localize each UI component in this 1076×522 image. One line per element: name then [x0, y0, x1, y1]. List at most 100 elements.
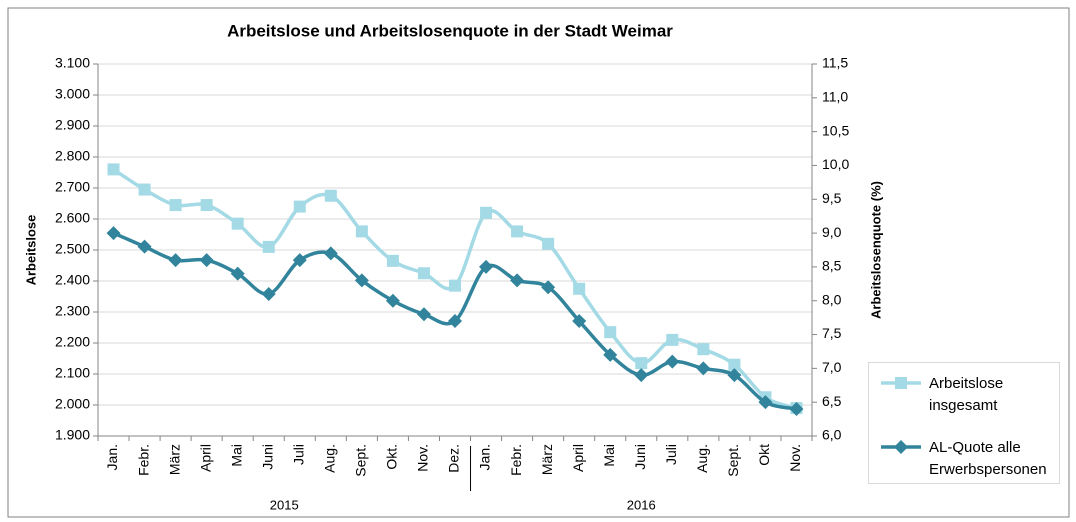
y-tick-label: 3.100	[55, 55, 90, 71]
y2-axis-title: Arbeitslosenquote (%)	[868, 181, 883, 319]
y2-tick-label: 10,5	[822, 122, 849, 138]
marker	[448, 314, 462, 329]
marker	[199, 253, 214, 268]
marker	[789, 401, 804, 416]
marker	[666, 333, 679, 346]
marker	[355, 225, 368, 238]
marker	[168, 253, 183, 268]
y2-tick-label: 7,5	[822, 325, 842, 341]
x-tick-label: Sept.	[725, 444, 741, 477]
marker	[510, 273, 525, 288]
legend-key	[881, 440, 921, 454]
marker	[758, 395, 773, 410]
y2-tick-label: 9,0	[822, 224, 842, 240]
x-tick-label: Febr.	[135, 444, 151, 476]
x-tick-label: Jan.	[477, 444, 493, 470]
x-group-label: 2015	[270, 497, 299, 512]
x-tick-label: April	[197, 444, 213, 472]
marker	[603, 347, 618, 362]
marker	[635, 357, 648, 370]
x-tick-label: Mai	[228, 444, 244, 467]
marker	[262, 240, 275, 253]
y2-tick-label: 11,5	[822, 55, 848, 71]
marker	[231, 217, 244, 230]
y-tick-label: 1.900	[55, 427, 90, 443]
x-tick-label: März	[539, 444, 555, 475]
marker	[169, 199, 182, 212]
y2-tick-label: 6,0	[822, 427, 842, 443]
y2-tick-label: 11,0	[822, 89, 848, 105]
marker	[541, 280, 556, 295]
y2-tick-label: 9,5	[822, 190, 842, 206]
x-tick-label: Febr.	[508, 444, 524, 476]
marker	[293, 200, 306, 213]
x-tick-label: Juli	[290, 444, 306, 465]
y2-tick-label: 7,0	[822, 359, 842, 375]
y-tick-label: 2.400	[55, 272, 90, 288]
marker	[479, 259, 494, 274]
marker	[323, 246, 338, 261]
y-tick-label: 2.300	[55, 303, 90, 319]
marker	[728, 358, 741, 371]
y2-tick-label: 8,0	[822, 291, 842, 307]
x-tick-label: Mai	[601, 444, 617, 467]
marker	[324, 189, 337, 202]
x-tick-label: Sept.	[353, 444, 369, 477]
chart-title: Arbeitslose und Arbeitslosenquote in der…	[227, 21, 673, 40]
marker	[230, 266, 245, 281]
legend-label: Arbeitslose insgesamt	[929, 375, 1004, 414]
marker	[107, 163, 120, 176]
marker	[665, 354, 680, 369]
y-tick-label: 2.600	[55, 210, 90, 226]
marker	[542, 237, 555, 250]
marker	[634, 368, 649, 383]
marker	[480, 206, 493, 219]
legend-marker	[895, 377, 907, 389]
x-tick-label: Okt.	[384, 444, 400, 470]
marker	[138, 183, 151, 196]
marker	[137, 239, 152, 254]
x-tick-label: Juni	[632, 444, 648, 470]
y-tick-label: 2.900	[55, 117, 90, 133]
legend-marker	[894, 440, 908, 454]
x-group-label: 2016	[627, 497, 656, 512]
y-tick-label: 2.100	[55, 365, 90, 381]
marker	[292, 253, 307, 268]
y-tick-label: 2.000	[55, 396, 90, 412]
x-tick-label: Nov.	[415, 444, 431, 472]
marker	[449, 279, 461, 292]
y-tick-label: 3.000	[55, 86, 90, 102]
x-tick-label: Juni	[259, 444, 275, 470]
marker	[261, 286, 276, 301]
marker	[354, 273, 369, 288]
y-tick-label: 2.500	[55, 241, 90, 257]
y2-tick-label: 10,0	[822, 156, 849, 172]
marker	[697, 343, 710, 356]
x-tick-label: Nov.	[787, 444, 803, 472]
x-tick-label: Jan.	[104, 444, 120, 470]
y-axis-title: Arbeitslose	[23, 215, 38, 286]
y-tick-label: 2.800	[55, 148, 90, 164]
x-tick-label: März	[166, 444, 182, 475]
y2-tick-label: 6,5	[822, 393, 842, 409]
marker	[385, 293, 400, 308]
marker	[573, 282, 586, 295]
legend: Arbeitslose insgesamt AL-Quote alle Erwer…	[868, 362, 1060, 484]
marker	[696, 361, 711, 376]
x-tick-label: Okt	[756, 444, 772, 466]
y2-tick-label: 8,5	[822, 258, 842, 274]
x-tick-label: Juli	[663, 444, 679, 465]
marker	[386, 254, 399, 267]
marker	[417, 267, 430, 280]
x-tick-label: Dez.	[446, 444, 462, 473]
y-tick-label: 2.200	[55, 334, 90, 350]
marker	[604, 326, 617, 339]
legend-item: Arbeitslose insgesamt	[879, 373, 1049, 417]
marker	[416, 307, 431, 322]
marker	[511, 225, 524, 238]
legend-item: AL-Quote alle Erwerbspersonen	[879, 437, 1049, 481]
x-tick-label: Aug.	[694, 444, 710, 473]
marker	[106, 226, 121, 241]
x-tick-label: April	[570, 444, 586, 472]
